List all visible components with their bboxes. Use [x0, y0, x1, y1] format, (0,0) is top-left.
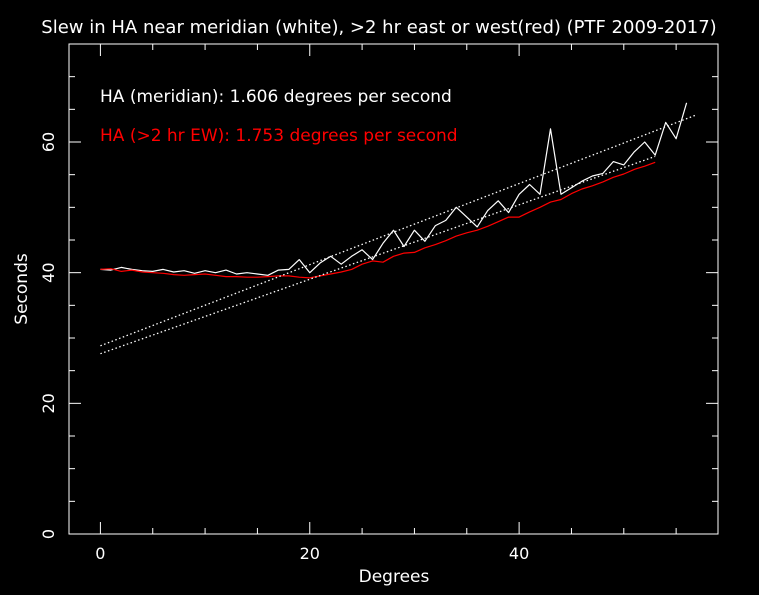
y-tick-label: 20	[39, 393, 58, 413]
series-layer	[100, 102, 698, 355]
annotation-red-rate: HA (>2 hr EW): 1.753 degrees per second	[100, 126, 458, 146]
y-tick-label: 60	[39, 132, 58, 152]
x-tick-label: 0	[95, 544, 105, 563]
series-line-1	[100, 161, 656, 279]
x-tick-labels: 0 20 40	[95, 544, 529, 563]
chart-title: Slew in HA near meridian (white), >2 hr …	[41, 17, 716, 38]
fit-line-2	[100, 113, 698, 347]
plot-frame	[68, 43, 719, 535]
x-axis-label: Degrees	[359, 567, 430, 587]
annotation-white-rate: HA (meridian): 1.606 degrees per second	[100, 87, 452, 107]
x-tick-label: 40	[509, 544, 529, 563]
y-tick-label: 40	[39, 262, 58, 282]
x-tick-label: 20	[300, 544, 320, 563]
y-tick-label: 0	[39, 529, 58, 539]
y-tick-labels: 0 20 40 60	[39, 132, 58, 539]
series-line-0	[100, 102, 688, 276]
axis-ticks	[69, 43, 718, 535]
y-axis-label: Seconds	[12, 253, 32, 325]
